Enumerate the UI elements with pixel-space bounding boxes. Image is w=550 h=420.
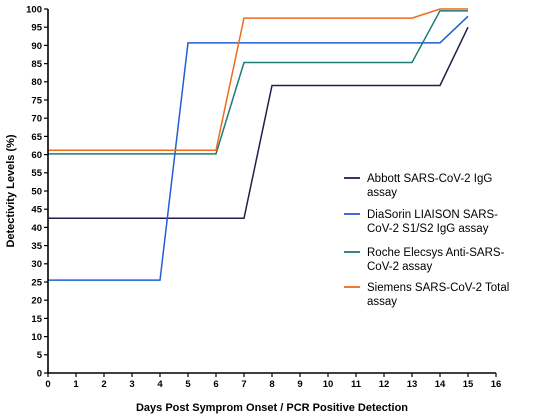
y-tick-label: 20: [31, 296, 42, 307]
x-tick-label: 3: [129, 379, 134, 390]
x-tick-label: 16: [491, 379, 502, 390]
x-tick-label: 2: [101, 379, 106, 390]
legend-label: Siemens SARS-CoV-2 Total: [367, 282, 509, 294]
y-tick-label: 0: [37, 368, 42, 379]
legend: Abbott SARS-CoV-2 IgG assay DiaSorin LIAIS…: [344, 173, 509, 308]
x-tick-label: 4: [157, 379, 163, 390]
y-axis-title: Detectivity Levels (%): [5, 134, 17, 247]
y-axis-ticks: 0 5 10 15 20 25 30 35 40 45 50 55 60 65 70 75 80 85 90 95 10…: [26, 4, 48, 379]
legend-label: CoV-2 S1/S2 IgG assay: [367, 223, 489, 235]
y-tick-label: 10: [31, 332, 42, 343]
x-tick-label: 14: [435, 379, 446, 390]
legend-label: assay: [367, 296, 397, 308]
x-tick-label: 12: [379, 379, 390, 390]
y-tick-label: 25: [31, 277, 42, 288]
legend-label: Roche Elecsys Anti-SARS-: [367, 247, 505, 259]
x-tick-label: 6: [213, 379, 218, 390]
legend-label: DiaSorin LIAISON SARS-: [367, 209, 498, 221]
y-tick-label: 85: [31, 59, 42, 70]
x-tick-label: 9: [297, 379, 302, 390]
y-tick-label: 60: [31, 150, 42, 161]
axes: [47, 9, 496, 374]
series-line-3: [48, 10, 468, 155]
y-tick-label: 55: [31, 168, 42, 179]
legend-label: assay: [367, 187, 397, 199]
legend-label: CoV-2 assay: [367, 261, 432, 273]
y-tick-label: 100: [26, 4, 42, 15]
x-tick-label: 5: [185, 379, 191, 390]
x-tick-label: 8: [269, 379, 274, 390]
series-line-2: [48, 15, 469, 281]
plot-lines: [48, 8, 469, 281]
series-line-1: [48, 26, 469, 220]
y-tick-label: 35: [31, 241, 42, 252]
y-tick-label: 90: [31, 41, 42, 52]
legend-label: Abbott SARS-CoV-2 IgG: [367, 173, 492, 185]
y-tick-label: 65: [31, 132, 42, 143]
y-tick-label: 15: [31, 314, 42, 325]
y-tick-label: 30: [31, 259, 42, 270]
x-tick-label: 7: [241, 379, 246, 390]
y-tick-label: 95: [31, 23, 42, 34]
y-tick-label: 40: [31, 223, 42, 234]
y-tick-label: 75: [31, 95, 42, 106]
x-axis-ticks: 0 1 2 3 4 5 6 7 8 9 10 11 12 13 14 15 16: [45, 373, 501, 390]
y-tick-label: 5: [37, 350, 43, 361]
y-tick-label: 45: [31, 205, 42, 216]
x-tick-label: 13: [407, 379, 418, 390]
x-tick-label: 10: [323, 379, 334, 390]
y-tick-label: 70: [31, 114, 42, 125]
x-tick-label: 11: [351, 379, 362, 390]
x-tick-label: 1: [73, 379, 79, 390]
y-tick-label: 50: [31, 186, 42, 197]
x-tick-label: 0: [45, 379, 50, 390]
series-line-4: [48, 8, 468, 151]
y-tick-label: 80: [31, 77, 42, 88]
x-tick-label: 15: [463, 379, 474, 390]
x-axis-title: Days Post Symprom Onset / PCR Positive D…: [136, 402, 408, 414]
